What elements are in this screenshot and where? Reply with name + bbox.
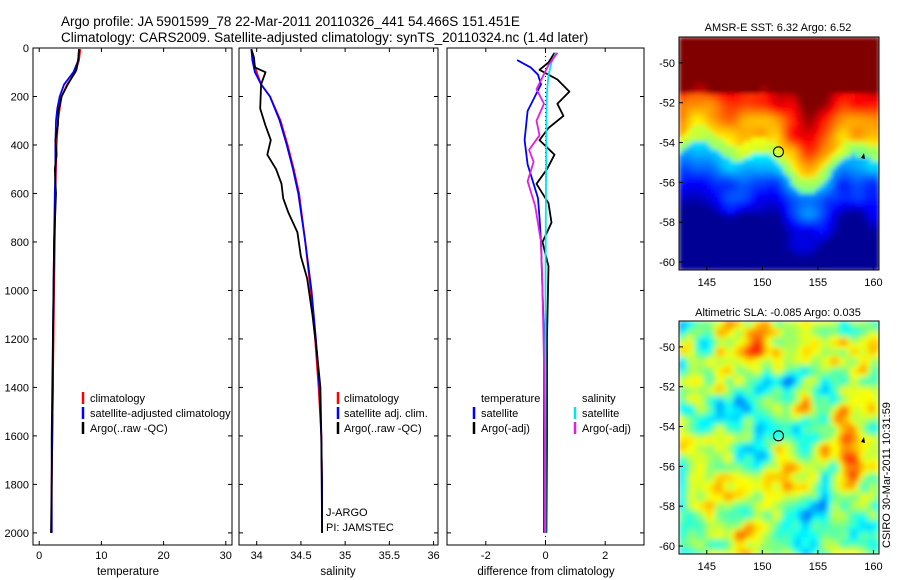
y-tick-label: 0 — [23, 43, 29, 55]
map-x-tick-label: 145 — [698, 561, 716, 573]
map-y-tick-label: -60 — [659, 257, 675, 269]
argo-location-marker — [772, 430, 785, 442]
legend-label-sal-satellite: satellite — [582, 408, 619, 420]
y-tick-label: 2000 — [5, 528, 29, 540]
legend-title-salinity: salinity — [582, 393, 616, 405]
temperature-legend: climatology satellite-adjusted climatolo… — [81, 392, 231, 435]
series-line-argo-raw-qc- — [250, 48, 323, 533]
x-tick-label: 36 — [427, 550, 439, 562]
series-line-salinity-satellite — [544, 52, 557, 533]
y-tick-label: 1800 — [5, 479, 29, 491]
map-x-tick-label: 145 — [698, 277, 716, 289]
legend-label-temp-satellite: satellite — [481, 408, 518, 420]
legend-label-climatology: climatology — [90, 393, 146, 405]
map-y-tick-label: -58 — [659, 217, 675, 229]
series-line-temperature-argo-adj- — [535, 52, 571, 533]
temperature-panel: 0 10 20 30 0 200 400 600 800 1000 1200 1400 1600 1800… — [5, 43, 233, 578]
argo-location-marker — [772, 146, 785, 158]
legend-label-satellite: satellite adj. clim. — [344, 408, 428, 420]
sla-heatmap — [679, 321, 879, 554]
map-x-tick-label: 150 — [753, 561, 771, 573]
annotation-pi: PI: JAMSTEC — [326, 522, 394, 534]
map-y-tick-label: -58 — [659, 501, 675, 513]
salinity-xlabel: salinity — [320, 566, 355, 578]
legend-label-satellite: satellite-adjusted climatology — [90, 408, 231, 420]
y-tick-label: 800 — [11, 237, 29, 249]
map-y-tick-label: -52 — [659, 98, 675, 110]
y-tick-label: 200 — [11, 91, 29, 103]
legend-label-argo: Argo(..raw -QC) — [344, 423, 422, 435]
difference-legend-salinity: salinity satellite Argo(-adj) — [573, 393, 631, 435]
series-line-satellite-adj-clim- — [250, 49, 323, 533]
x-tick-label: 35.5 — [379, 550, 400, 562]
map-x-tick-label: 150 — [753, 277, 771, 289]
legend-label-argo: Argo(..raw -QC) — [90, 423, 168, 435]
x-tick-label: 20 — [157, 550, 169, 562]
map-y-tick-label: -50 — [659, 58, 675, 70]
x-tick-label: 34.5 — [290, 550, 311, 562]
temperature-xlabel: temperature — [97, 566, 159, 578]
difference-panel: -2 0 2 difference from climatology tempera… — [446, 47, 645, 578]
salinity-legend: climatology satellite adj. clim. Argo(..… — [336, 392, 428, 435]
map-y-tick-label: -60 — [659, 541, 675, 553]
legend-label-sal-argo: Argo(-adj) — [582, 423, 631, 435]
sst-map-frame — [678, 36, 880, 271]
x-tick-label: 10 — [95, 550, 107, 562]
sst-map-panel: AMSR-E SST: 6.32 Argo: 6.52 145 150 155 160… — [659, 22, 883, 289]
x-tick-label: 34 — [251, 550, 263, 562]
x-tick-label: 0 — [542, 550, 548, 562]
y-tick-label: 400 — [11, 140, 29, 152]
sla-map-title: Altimetric SLA: -0.085 Argo: 0.035 — [695, 307, 861, 319]
difference-legend-temperature: temperature satellite Argo(-adj) — [472, 393, 540, 435]
x-tick-label: 0 — [36, 550, 42, 562]
figure-title: Argo profile: JA 5901599_78 22-Mar-2011 … — [61, 14, 520, 29]
map-y-tick-label: -56 — [659, 461, 675, 473]
difference-xlabel: difference from climatology — [477, 566, 614, 578]
y-tick-label: 1000 — [5, 285, 29, 297]
map-y-tick-label: -54 — [659, 138, 675, 150]
y-tick-label: 1600 — [5, 431, 29, 443]
x-tick-label: -2 — [481, 550, 491, 562]
map-y-tick-label: -54 — [659, 422, 675, 434]
series-line-satellite-adjusted-climatology — [50, 49, 80, 533]
salinity-axes-frame — [238, 47, 439, 546]
y-tick-label: 1400 — [5, 382, 29, 394]
x-tick-label: 2 — [602, 550, 608, 562]
figure-subtitle: Climatology: CARS2009. Satellite-adjuste… — [61, 30, 588, 45]
series-line-temperature-satellite — [516, 59, 545, 533]
legend-title-temperature: temperature — [481, 393, 540, 405]
map-y-tick-label: -50 — [659, 342, 675, 354]
timestamp-stamp: CSIRO 30-Mar-2011 10:31:59 — [881, 402, 893, 548]
sst-arrow-glyph — [861, 153, 865, 159]
legend-label-climatology: climatology — [344, 393, 400, 405]
series-line-salinity-argo-adj- — [526, 52, 559, 533]
sst-map-title: AMSR-E SST: 6.32 Argo: 6.52 — [705, 22, 852, 34]
y-tick-label: 600 — [11, 188, 29, 200]
map-y-tick-label: -52 — [659, 382, 675, 394]
sla-arrow-glyph — [861, 437, 865, 443]
y-tick-label: 1200 — [5, 334, 29, 346]
annotation-float-agency: J-ARGO — [326, 507, 368, 519]
sla-map-frame — [678, 320, 880, 555]
temperature-axes-frame — [32, 47, 233, 546]
map-x-tick-label: 160 — [864, 561, 882, 573]
series-line-argo-raw-qc- — [50, 49, 80, 533]
map-x-tick-label: 155 — [809, 277, 827, 289]
x-tick-label: 35 — [339, 550, 351, 562]
sla-map-panel: Altimetric SLA: -0.085 Argo: 0.035 145 15… — [659, 307, 883, 573]
legend-label-temp-argo: Argo(-adj) — [481, 423, 530, 435]
map-y-tick-label: -56 — [659, 177, 675, 189]
map-x-tick-label: 155 — [809, 561, 827, 573]
salinity-panel: 34 34.5 35 35.5 36 salinity climatology sate… — [238, 47, 440, 578]
map-x-tick-label: 160 — [864, 277, 882, 289]
x-tick-label: 30 — [220, 550, 232, 562]
sst-heatmap — [679, 37, 879, 270]
